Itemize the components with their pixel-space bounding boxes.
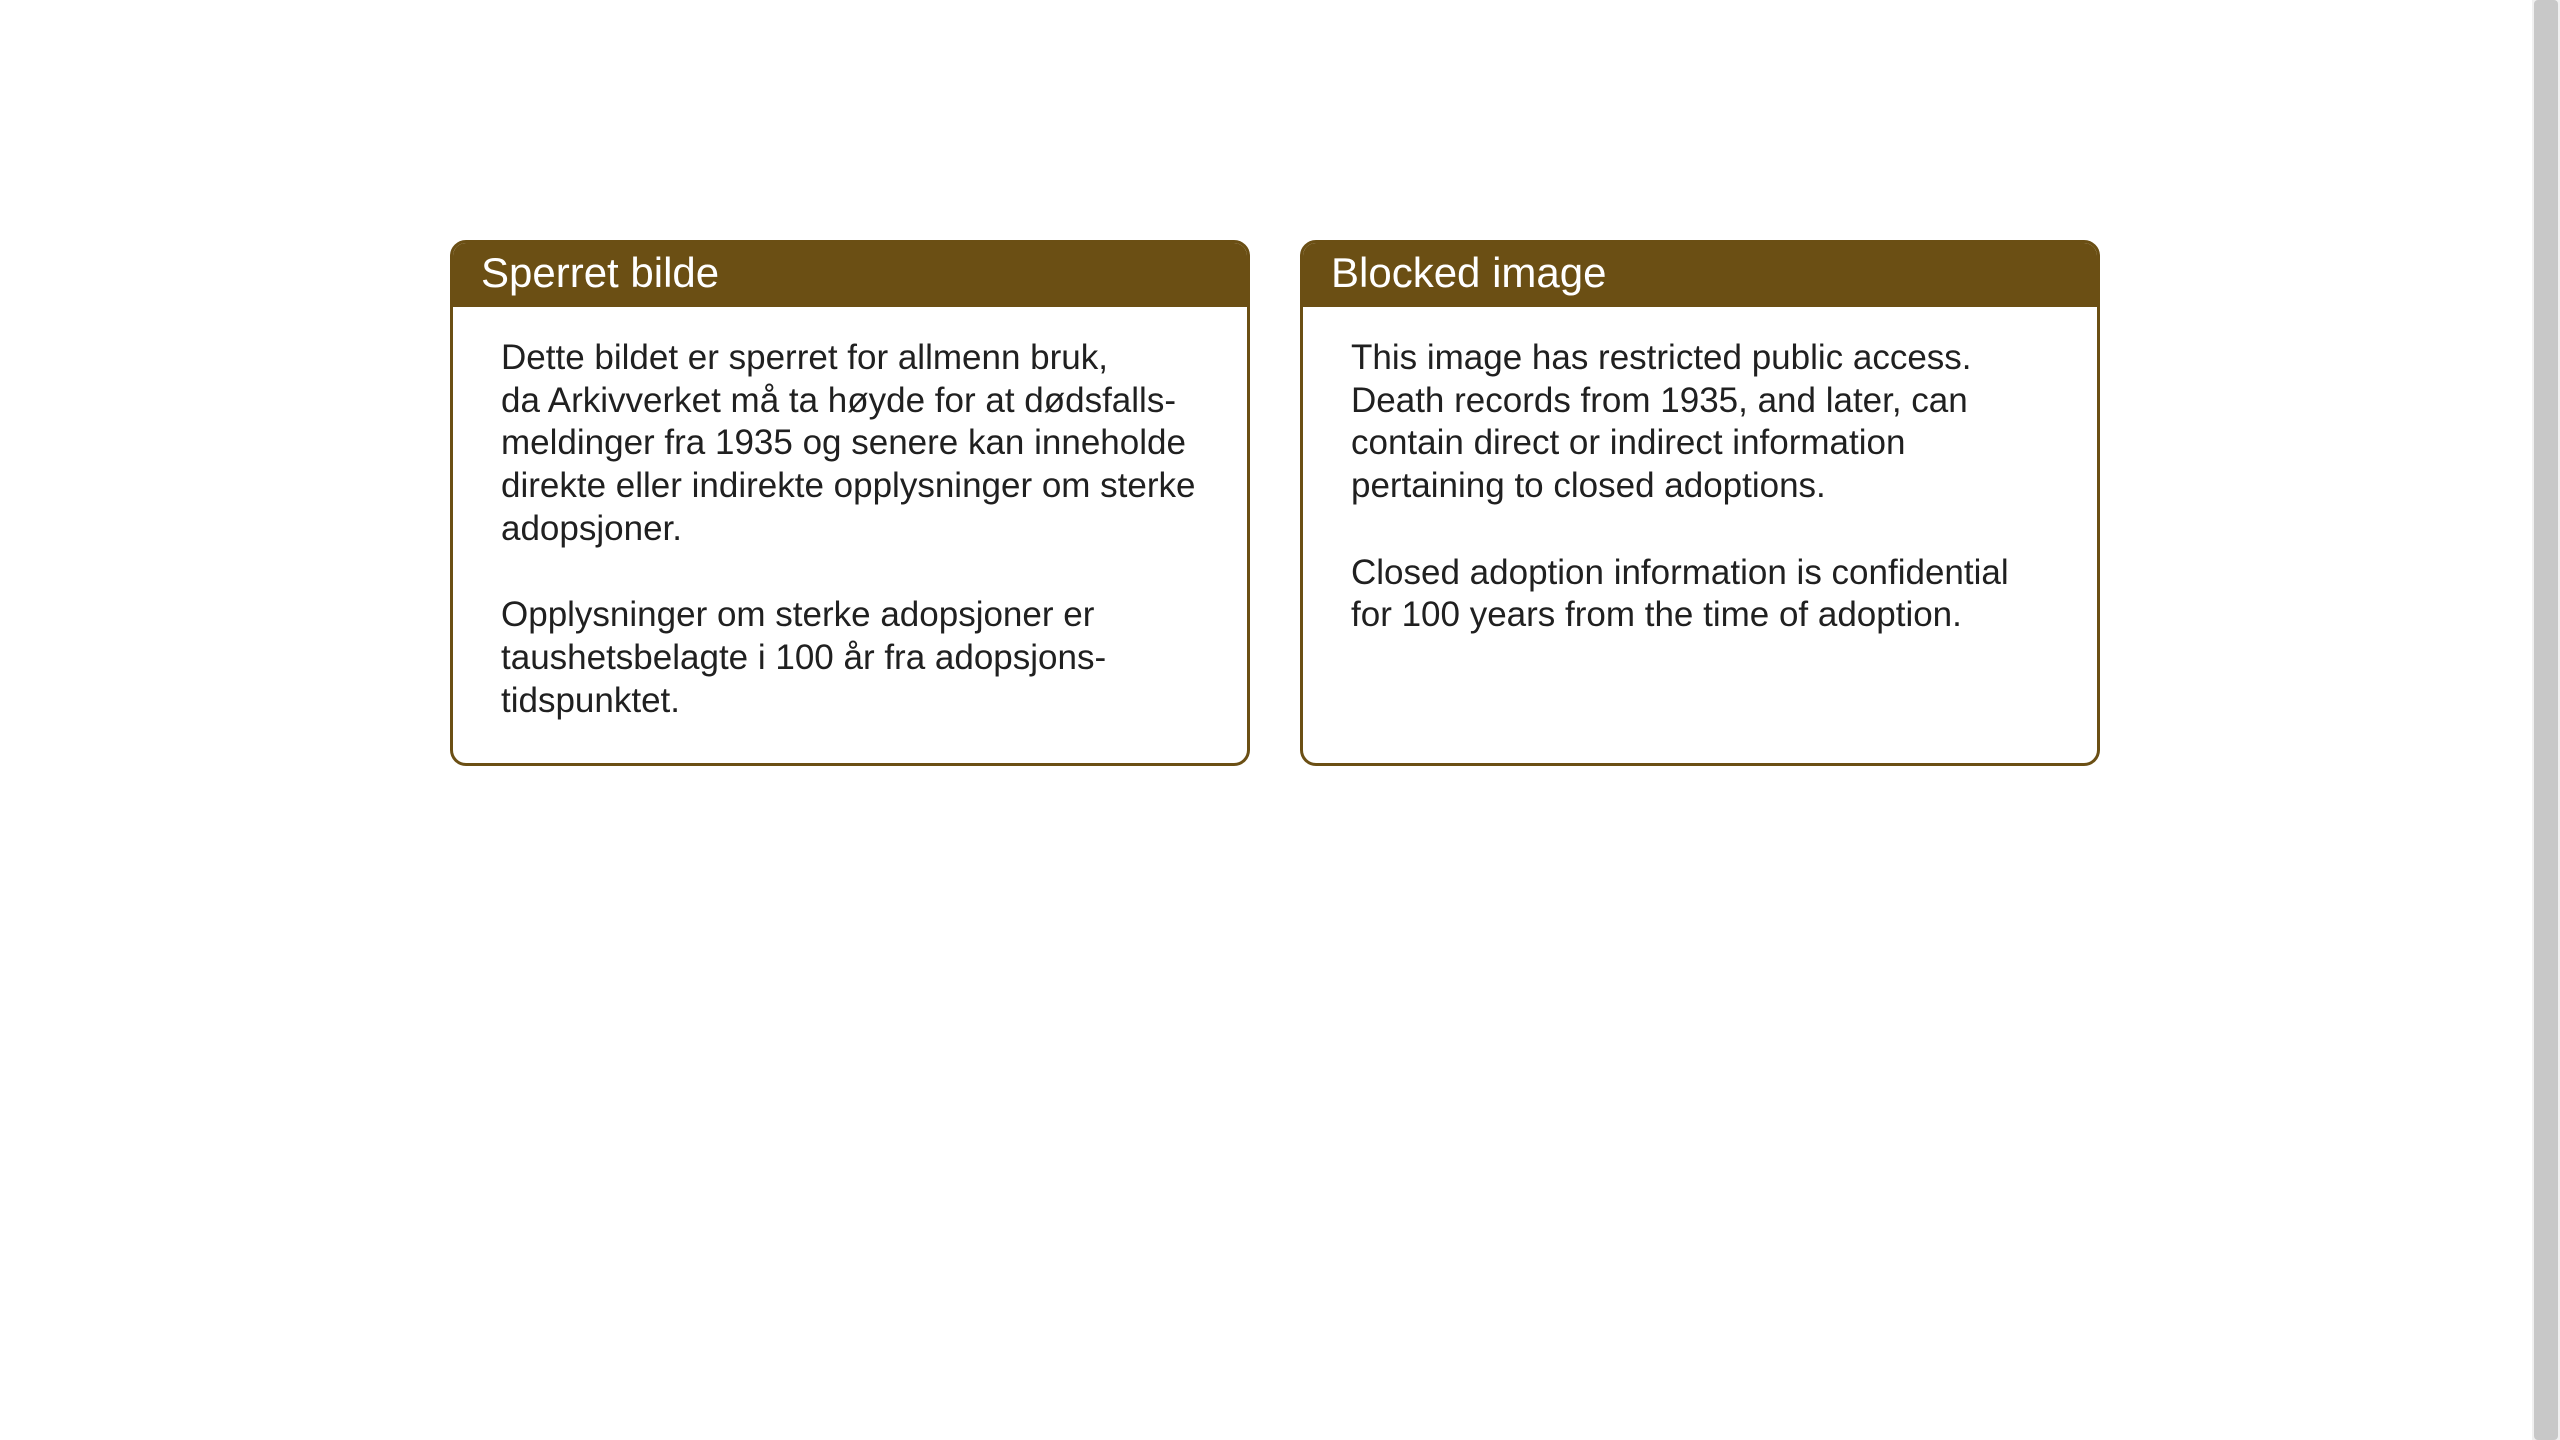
norwegian-card-title: Sperret bilde bbox=[481, 249, 1219, 297]
norwegian-card-body: Dette bildet er sperret for allmenn bruk… bbox=[453, 307, 1247, 763]
english-paragraph-2: Closed adoption information is confident… bbox=[1351, 552, 2049, 637]
vertical-scrollbar[interactable] bbox=[2532, 0, 2560, 1440]
norwegian-card: Sperret bilde Dette bildet er sperret fo… bbox=[450, 240, 1250, 766]
cards-container: Sperret bilde Dette bildet er sperret fo… bbox=[450, 240, 2100, 766]
english-card-header: Blocked image bbox=[1303, 243, 2097, 307]
norwegian-card-header: Sperret bilde bbox=[453, 243, 1247, 307]
norwegian-paragraph-1: Dette bildet er sperret for allmenn bruk… bbox=[501, 337, 1199, 550]
english-paragraph-1: This image has restricted public access.… bbox=[1351, 337, 2049, 508]
scrollbar-thumb[interactable] bbox=[2534, 0, 2558, 1440]
english-card-body: This image has restricted public access.… bbox=[1303, 307, 2097, 677]
english-card-title: Blocked image bbox=[1331, 249, 2069, 297]
norwegian-paragraph-2: Opplysninger om sterke adopsjoner er tau… bbox=[501, 594, 1199, 722]
english-card: Blocked image This image has restricted … bbox=[1300, 240, 2100, 766]
